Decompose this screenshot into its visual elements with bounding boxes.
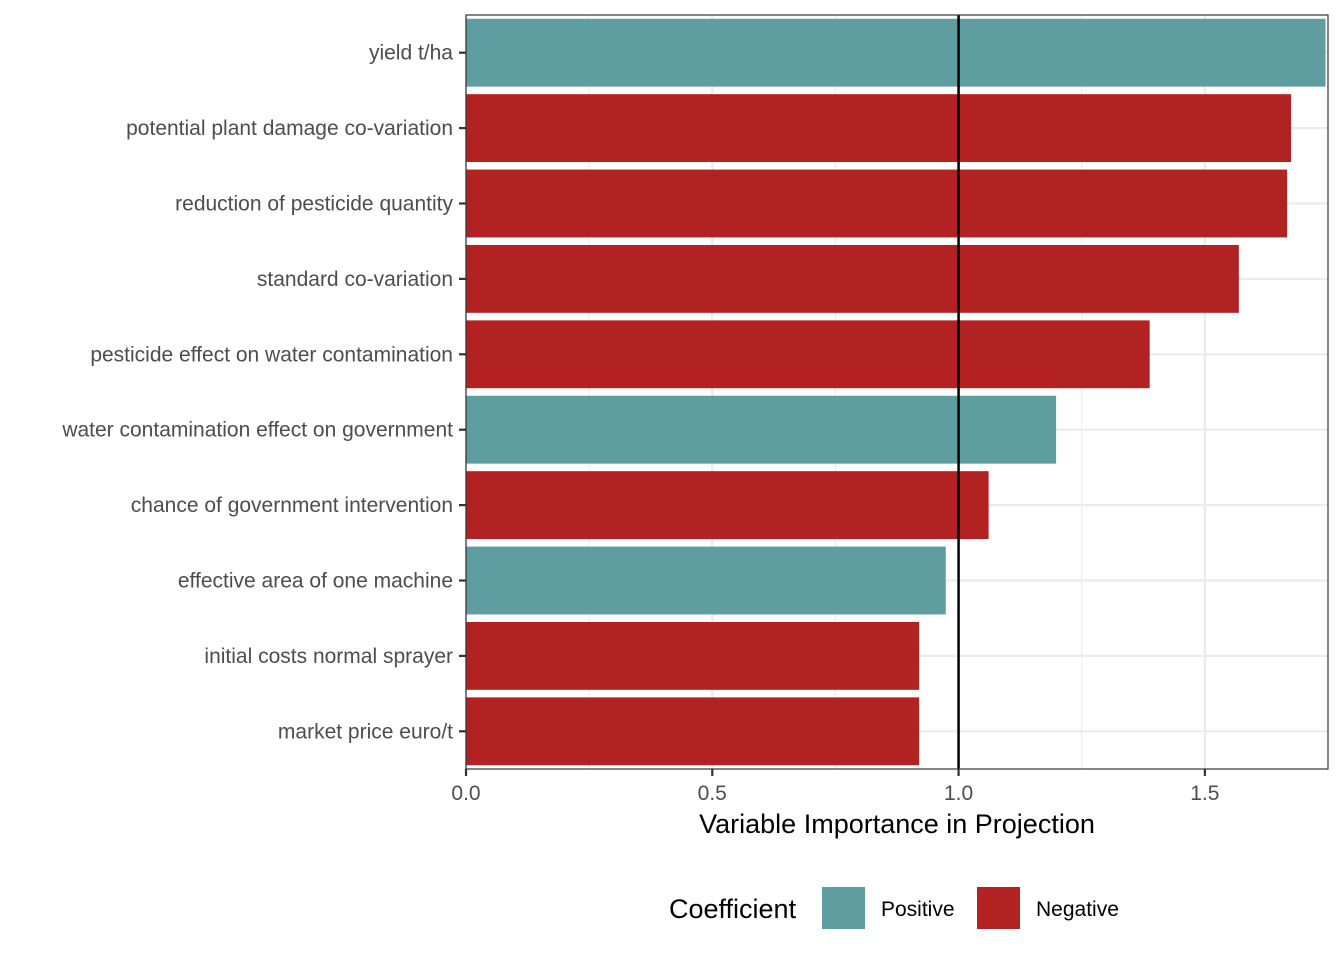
bar [466,244,1239,313]
x-axis: 0.0 0.5 1.0 1.5 [451,769,1219,805]
bar [466,697,920,766]
y-tick-label: potential plant damage co-variation [126,117,453,140]
bar [466,94,1292,163]
y-tick-label: water contamination effect on government [61,419,453,442]
y-axis: yield t/ha potential plant damage co-vari… [61,42,466,743]
x-axis-title: Variable Importance in Projection [699,809,1095,839]
y-tick-label: effective area of one machine [178,570,453,593]
y-tick-label: pesticide effect on water contamination [90,343,453,366]
x-tick-label: 1.0 [944,782,973,805]
bar [466,320,1150,389]
y-tick-label: yield t/ha [369,42,453,65]
bar [466,169,1288,238]
x-tick-label: 0.5 [698,782,727,805]
legend: Coefficient Positive Negative [669,887,1119,929]
legend-key [977,887,1020,929]
y-tick-label: initial costs normal sprayer [204,645,453,668]
y-tick-label: chance of government intervention [131,494,453,517]
legend-title: Coefficient [669,894,797,924]
y-tick-label: standard co-variation [257,268,453,291]
legend-label: Positive [881,898,955,921]
plot-panel-border [465,14,1329,770]
bar [466,18,1326,87]
bar [466,546,946,615]
bar [466,395,1057,464]
legend-label: Negative [1036,898,1119,921]
x-tick-label: 0.0 [451,782,480,805]
legend-key [822,887,865,929]
y-tick-label: reduction of pesticide quantity [175,193,453,216]
bar [466,621,920,690]
x-tick-label: 1.5 [1190,782,1219,805]
y-tick-label: market price euro/t [278,720,453,743]
bar [466,471,989,540]
